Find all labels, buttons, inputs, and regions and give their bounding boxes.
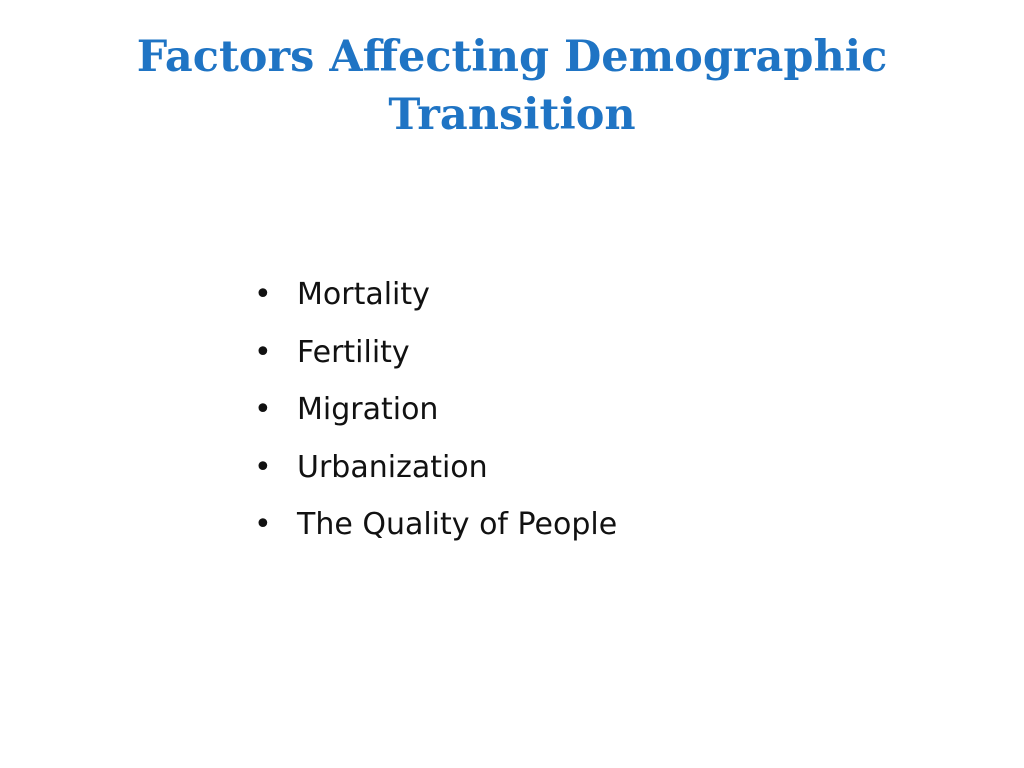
bullet-label: Mortality	[297, 277, 430, 312]
bullet-icon: •	[254, 507, 272, 542]
bullet-icon: •	[254, 277, 272, 312]
bullet-icon: •	[254, 449, 272, 485]
bullet-label: Urbanization	[297, 449, 488, 485]
slide-title: Factors Affecting Demographic Transition	[136, 32, 888, 140]
bullet-label: Migration	[297, 392, 439, 427]
bullet-icon: •	[254, 334, 272, 370]
bullet-label: Fertility	[297, 334, 410, 370]
bullet-label: The Quality of People	[297, 507, 618, 542]
bullet-icon: •	[254, 392, 272, 427]
